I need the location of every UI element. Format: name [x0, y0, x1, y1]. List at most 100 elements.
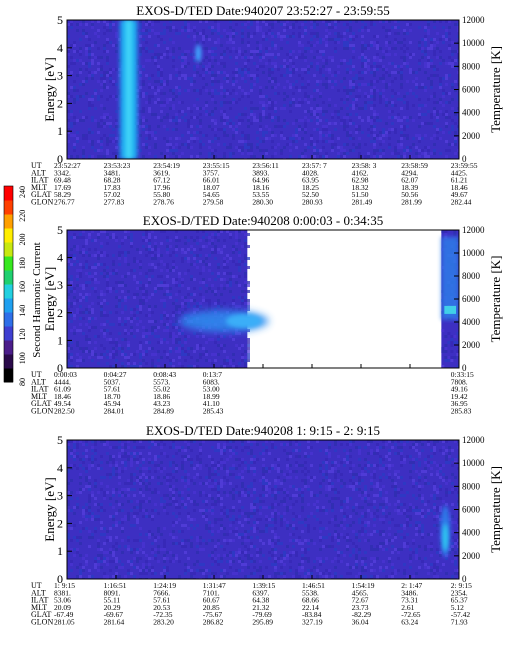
y-tick-label: 4	[57, 461, 63, 475]
table-cell: 281.99	[401, 198, 422, 207]
heatmap-feature-strip-bright	[444, 306, 456, 314]
colorbar-swatch	[4, 214, 13, 229]
colorbar-swatch	[4, 186, 13, 201]
table-cell: 295.89	[252, 618, 273, 627]
table-cell: 276.77	[54, 198, 75, 207]
colorbar-swatch	[4, 242, 13, 257]
colorbar-tick-label: 80	[18, 378, 27, 386]
spectrogram-panel-3: EXOS-D/TED Date:940208 1: 9:15 - 2: 9:15…	[31, 423, 503, 627]
colorbar-swatch	[4, 200, 13, 215]
spectrogram-panel-1: EXOS-D/TED Date:940207 23:52:27 - 23:59:…	[31, 3, 503, 207]
table-cell: 280.30	[252, 198, 273, 207]
table-cell: 286.82	[203, 618, 224, 627]
table-cell: 280.93	[302, 198, 323, 207]
heatmap-area	[67, 230, 459, 368]
y-tick-label: 1	[57, 544, 63, 558]
y-tick-label: 1	[57, 333, 63, 347]
heatmap-feature-streak	[443, 523, 448, 551]
table-row-label: GLON	[31, 407, 53, 416]
y2-tick-label: 6000	[462, 294, 481, 304]
colorbar-swatch	[4, 354, 13, 369]
y2-tick-label: 10000	[462, 458, 485, 468]
y2-tick-label: 12000	[462, 435, 485, 445]
y2-tick-label: 2000	[462, 551, 481, 561]
y-axis-label: Energy [eV]	[42, 267, 57, 331]
y-tick-label: 4	[57, 41, 63, 55]
y-axis-label: Energy [eV]	[42, 57, 57, 121]
y-tick-label: 5	[57, 223, 63, 237]
y-tick-label: 3	[57, 69, 63, 83]
colorbar-tick-label: 160	[18, 281, 27, 293]
colorbar-swatch	[4, 368, 13, 383]
y-tick-label: 5	[57, 433, 63, 447]
colorbar-tick-label: 120	[18, 329, 27, 341]
table-cell: 281.49	[352, 198, 373, 207]
table-cell: 284.01	[104, 407, 125, 416]
table-row-label: GLON	[31, 198, 53, 207]
table-cell: 279.58	[203, 198, 224, 207]
y2-tick-label: 2000	[462, 340, 481, 350]
table-cell: 284.89	[153, 407, 174, 416]
table-cell: 282.44	[451, 198, 472, 207]
table-cell: 327.19	[302, 618, 323, 627]
y-tick-label: 3	[57, 489, 63, 503]
y2-tick-label: 2000	[462, 131, 481, 141]
y2-tick-label: 8000	[462, 271, 481, 281]
y2-tick-label: 4000	[462, 528, 481, 538]
y-tick-label: 2	[57, 306, 63, 320]
colorbar-tick-label: 200	[18, 234, 27, 246]
colorbar-tick-label: 140	[18, 305, 27, 317]
colorbar-swatch	[4, 256, 13, 271]
y2-tick-label: 8000	[462, 481, 481, 491]
panels: EXOS-D/TED Date:940207 23:52:27 - 23:59:…	[31, 3, 503, 627]
colorbar-swatch	[4, 340, 13, 355]
colorbar-tick-label: 240	[18, 186, 27, 198]
table-cell: 71.93	[451, 618, 468, 627]
y-axis-label: Energy [eV]	[42, 477, 57, 541]
table-row-label: GLON	[31, 618, 53, 627]
y2-tick-label: 4000	[462, 108, 481, 118]
table-cell: 278.76	[153, 198, 174, 207]
panel-title: EXOS-D/TED Date:940208 1: 9:15 - 2: 9:15	[146, 423, 380, 438]
heatmap-feature-blob	[195, 44, 201, 62]
colorbar-tick-label: 100	[18, 352, 27, 364]
y2-tick-label: 10000	[462, 248, 485, 258]
y-tick-label: 5	[57, 13, 63, 27]
table-cell: 285.43	[203, 407, 224, 416]
y-tick-label: 3	[57, 278, 63, 292]
colorbar-swatch	[4, 270, 13, 285]
spectrogram-panel-2: EXOS-D/TED Date:940208 0:00:03 - 0:34:35…	[31, 213, 503, 416]
table-cell: 277.83	[104, 198, 125, 207]
table-cell: 281.05	[54, 618, 75, 627]
y-tick-label: 2	[57, 96, 63, 110]
heatmap-feature-band-core	[125, 20, 132, 159]
y2-tick-label: 8000	[462, 61, 481, 71]
y2-tick-label: 4000	[462, 317, 481, 327]
table-cell: 283.20	[153, 618, 174, 627]
y2-axis-label: Temperature [K]	[488, 46, 503, 133]
colorbar-swatch	[4, 312, 13, 327]
heatmap-area	[67, 20, 460, 161]
y2-tick-label: 10000	[462, 38, 485, 48]
y2-axis-label: Temperature [K]	[488, 466, 503, 553]
table-cell: 36.04	[352, 618, 369, 627]
y2-tick-label: 12000	[462, 15, 485, 25]
colorbar-tick-label: 180	[18, 257, 27, 269]
y2-tick-label: 6000	[462, 505, 481, 515]
y2-tick-label: 6000	[462, 85, 481, 95]
colorbar-swatch	[4, 284, 13, 299]
colorbar-swatch	[4, 326, 13, 341]
colorbar-swatch	[4, 298, 13, 313]
y-tick-label: 2	[57, 516, 63, 530]
y2-axis-label: Temperature [K]	[488, 256, 503, 343]
heatmap-feature-blob-core	[226, 314, 262, 328]
panel-title: EXOS-D/TED Date:940208 0:00:03 - 0:34:35	[143, 213, 383, 228]
y-tick-label: 4	[57, 251, 63, 265]
colorbar-swatch	[4, 228, 13, 243]
